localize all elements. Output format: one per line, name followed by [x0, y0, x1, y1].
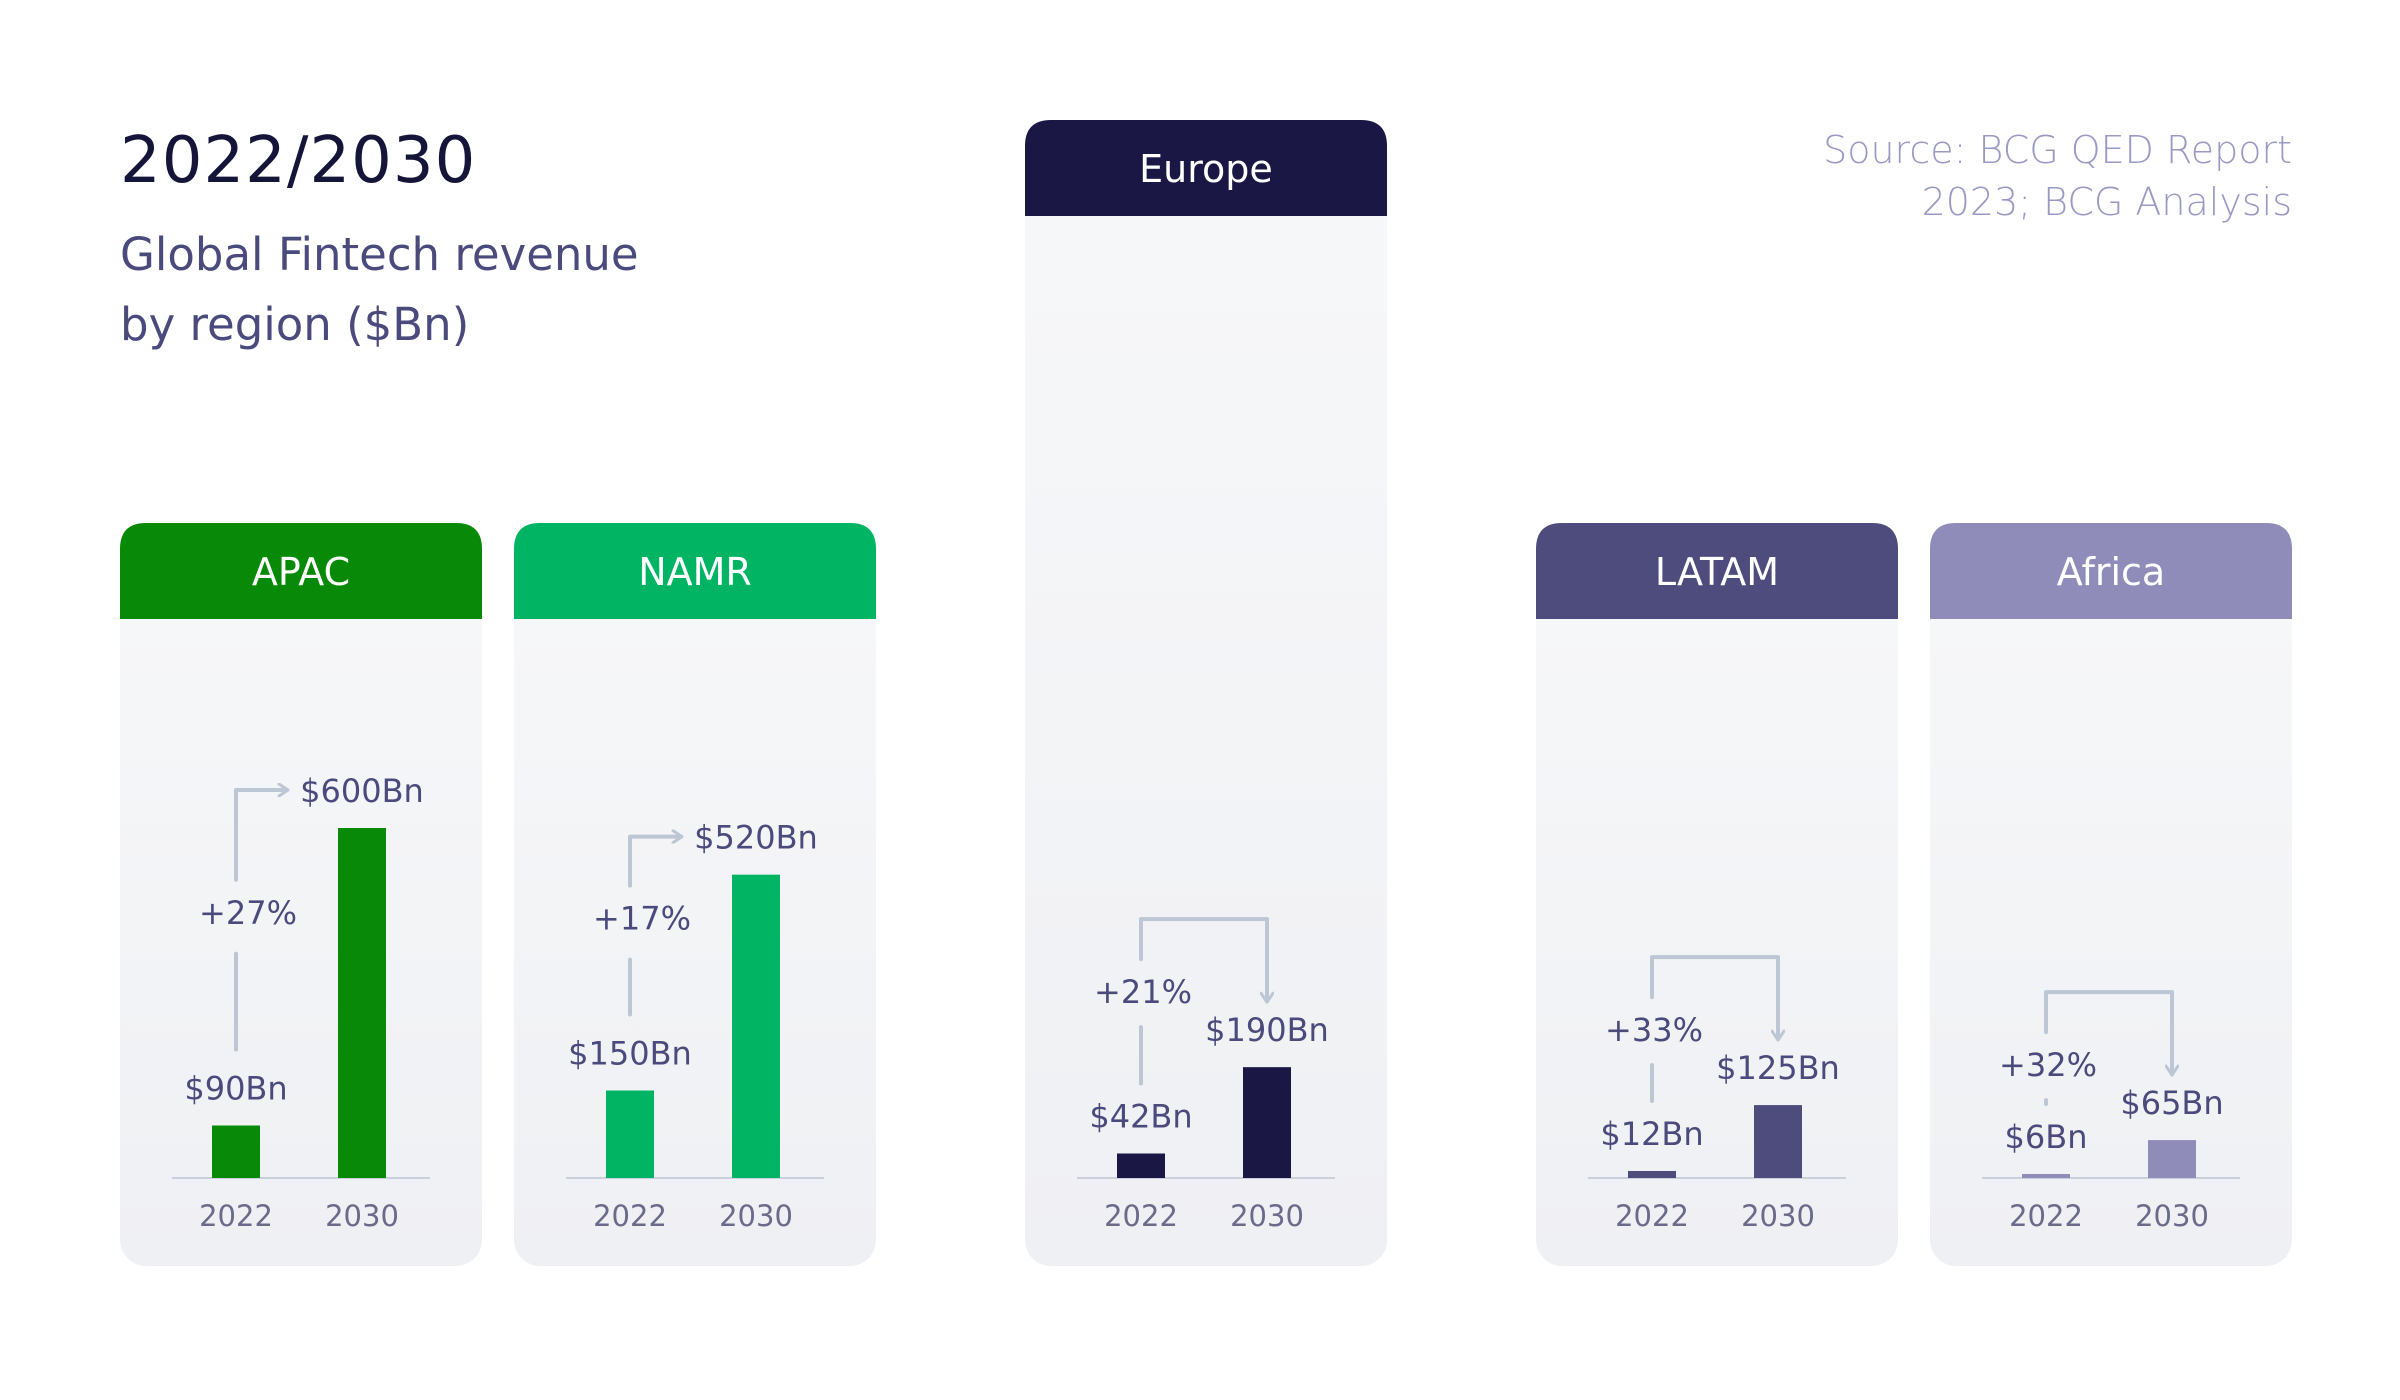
- value-label-2022: $150Bn: [568, 1035, 692, 1073]
- growth-arrow: [2044, 990, 2172, 1074]
- region-title: LATAM: [1655, 550, 1779, 594]
- bar-2030: [2148, 1140, 2196, 1178]
- bar-2030: [338, 828, 386, 1178]
- region-title: Africa: [2057, 550, 2165, 594]
- growth-label: +21%: [1094, 973, 1192, 1011]
- source-line-1: Source: BCG QED Report: [1823, 128, 2292, 172]
- card-body: [1930, 523, 2292, 1266]
- tick-label-2030: 2030: [2135, 1199, 2209, 1233]
- region-card-latam: LATAM 2022 2030 $12Bn $125Bn +33%: [1536, 523, 1898, 1266]
- region-card-africa: Africa 2022 2030 $6Bn $65Bn +32%: [1930, 523, 2292, 1266]
- bar-2022: [606, 1090, 654, 1178]
- value-label-2022: $90Bn: [184, 1070, 287, 1108]
- growth-arrow: [1650, 955, 1778, 1039]
- growth-arrow: [234, 790, 287, 882]
- region-card-apac: APAC 2022 2030 $90Bn $600Bn +27%: [120, 523, 482, 1266]
- tick-label-2030: 2030: [325, 1199, 399, 1233]
- source-line-2: 2023; BCG Analysis: [1921, 180, 2292, 224]
- value-label-2022: $6Bn: [2005, 1118, 2088, 1156]
- tick-label-2022: 2022: [199, 1199, 273, 1233]
- card-header: [1536, 523, 1898, 619]
- value-label-2030: $65Bn: [2120, 1084, 2223, 1122]
- value-label-2022: $42Bn: [1089, 1098, 1192, 1136]
- tick-label-2030: 2030: [719, 1199, 793, 1233]
- page-title: 2022/2030: [120, 124, 477, 198]
- card-header: [1025, 120, 1387, 216]
- value-label-2030: $190Bn: [1205, 1011, 1329, 1049]
- card-body: [1536, 523, 1898, 1266]
- value-label-2030: $125Bn: [1716, 1049, 1840, 1087]
- subtitle-line-2: by region ($Bn): [120, 298, 470, 351]
- chart-subtitle: Global Fintech revenue by region ($Bn): [120, 220, 720, 360]
- bar-2022: [1117, 1153, 1165, 1178]
- region-card-europe: Europe 2022 2030 $42Bn $190Bn +21%: [1025, 120, 1387, 1266]
- bar-2022: [212, 1125, 260, 1178]
- subtitle-line-1: Global Fintech revenue: [120, 228, 639, 281]
- card-body: [120, 523, 482, 1266]
- value-label-2030: $600Bn: [300, 772, 424, 810]
- card-header: [120, 523, 482, 619]
- growth-label: +32%: [1999, 1046, 2097, 1084]
- tick-label-2030: 2030: [1741, 1199, 1815, 1233]
- card-header: [1930, 523, 2292, 619]
- value-label-2030: $520Bn: [694, 819, 818, 857]
- card-body: [514, 523, 876, 1266]
- growth-label: +17%: [593, 900, 691, 938]
- region-title: Europe: [1139, 147, 1273, 191]
- growth-label: +27%: [199, 894, 297, 932]
- source-note: Source: BCG QED Report 2023; BCG Analysi…: [1592, 124, 2292, 228]
- value-label-2022: $12Bn: [1600, 1115, 1703, 1153]
- growth-arrow: [628, 837, 681, 888]
- tick-label-2022: 2022: [1615, 1199, 1689, 1233]
- bar-2030: [1243, 1067, 1291, 1178]
- tick-label-2022: 2022: [593, 1199, 667, 1233]
- region-title: NAMR: [638, 550, 752, 594]
- region-title: APAC: [252, 550, 350, 594]
- tick-label-2022: 2022: [1104, 1199, 1178, 1233]
- tick-label-2030: 2030: [1230, 1199, 1304, 1233]
- card-body: [1025, 120, 1387, 1266]
- bar-2022: [1628, 1171, 1676, 1178]
- tick-label-2022: 2022: [2009, 1199, 2083, 1233]
- growth-arrow: [1139, 917, 1267, 1001]
- card-header: [514, 523, 876, 619]
- bar-2030: [1754, 1105, 1802, 1178]
- region-card-namr: NAMR 2022 2030 $150Bn $520Bn +17%: [514, 523, 876, 1266]
- growth-label: +33%: [1605, 1011, 1703, 1049]
- bar-2022: [2022, 1174, 2070, 1178]
- bar-2030: [732, 874, 780, 1178]
